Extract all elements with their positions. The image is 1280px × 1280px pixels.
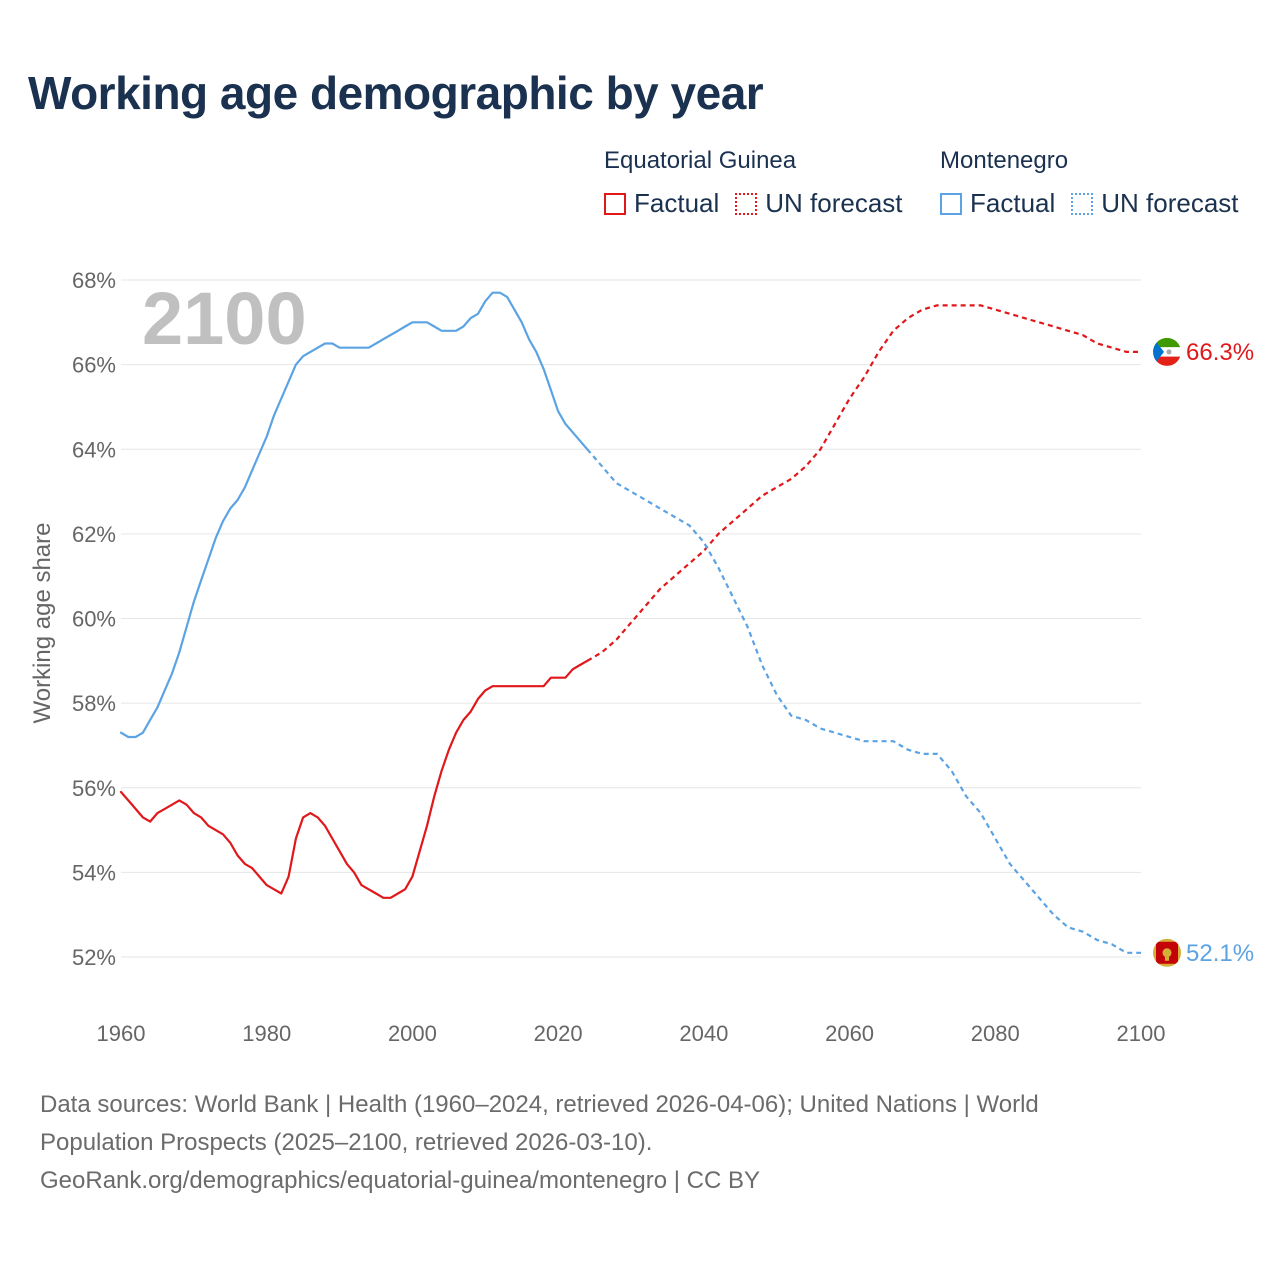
x-axis-ticks: 1960 1980 2000 2020 2040 2060 2080 2100 [97,1021,1166,1046]
line-chart: 52% 54% 56% 58% 60% 62% 64% 66% 68% 1960 1980 2000… [29,268,1254,1046]
x-tick-label: 1980 [242,1021,291,1046]
legend-group-montenegro: Montenegro Factual UN forecast [940,146,1239,219]
legend-item-label: UN forecast [1101,188,1239,218]
montenegro-flag [1153,938,1181,967]
equatorial-guinea-flag [1153,337,1181,366]
solid-line-swatch-icon [604,192,626,215]
montenegro-forecast-line [586,448,1141,954]
x-tick-label: 2020 [534,1021,583,1046]
y-tick-label: 52% [72,945,116,970]
series-end-labels: 66.3% 52.1% [1153,337,1254,967]
equatorial-guinea-forecast-line [586,304,1141,662]
y-axis-label: Working age share [29,523,56,724]
chart-title: Working age demographic by year [28,67,764,119]
montenegro-factual-line [119,291,589,739]
legend-country-label: Montenegro [940,147,1069,174]
solid-line-swatch-icon [940,192,962,215]
dotted-line-swatch-icon [1071,192,1094,215]
x-tick-label: 2060 [825,1021,874,1046]
equatorial-guinea-end-value-label: 66.3% [1186,339,1254,366]
series-lines [119,291,1141,954]
equatorial-guinea-factual-line [119,659,589,899]
attribution-link[interactable]: GeoRank.org/demographics/equatorial-guin… [40,1167,760,1194]
y-tick-label: 56% [72,776,116,801]
legend-item-label: Factual [970,188,1056,218]
legend-item-factual[interactable]: Factual [604,188,719,219]
legend-item-factual[interactable]: Factual [940,188,1055,219]
legend-country-label: Equatorial Guinea [604,147,797,174]
legend-item-label: UN forecast [765,188,903,218]
montenegro-end-value-label: 52.1% [1186,940,1254,967]
y-tick-label: 58% [72,691,116,716]
y-tick-label: 54% [72,860,116,885]
x-tick-label: 1960 [97,1021,146,1046]
legend-item-un-forecast[interactable]: UN forecast [735,188,903,219]
x-tick-label: 2000 [388,1021,437,1046]
y-tick-label: 62% [72,522,116,547]
x-tick-label: 2040 [679,1021,728,1046]
dotted-line-swatch-icon [735,192,758,215]
grid-lines [121,279,1141,958]
data-sources-line: Population Prospects (2025–2100, retriev… [40,1129,653,1156]
year-watermark: 2100 [142,277,307,360]
y-tick-label: 64% [72,437,116,462]
y-tick-label: 66% [72,353,116,378]
footer: Data sources: World Bank | Health (1960–… [40,1086,1240,1200]
y-tick-label: 60% [72,607,116,632]
y-tick-label: 68% [72,268,116,293]
legend-item-label: Factual [634,188,720,218]
x-tick-label: 2080 [971,1021,1020,1046]
data-sources-line: Data sources: World Bank | Health (1960–… [40,1091,1039,1118]
y-axis-ticks: 52% 54% 56% 58% 60% 62% 64% 66% 68% [72,268,116,970]
legend-group-equatorial-guinea: Equatorial Guinea Factual UN forecast [604,146,903,219]
legend-item-un-forecast[interactable]: UN forecast [1071,188,1239,219]
x-tick-label: 2100 [1117,1021,1166,1046]
